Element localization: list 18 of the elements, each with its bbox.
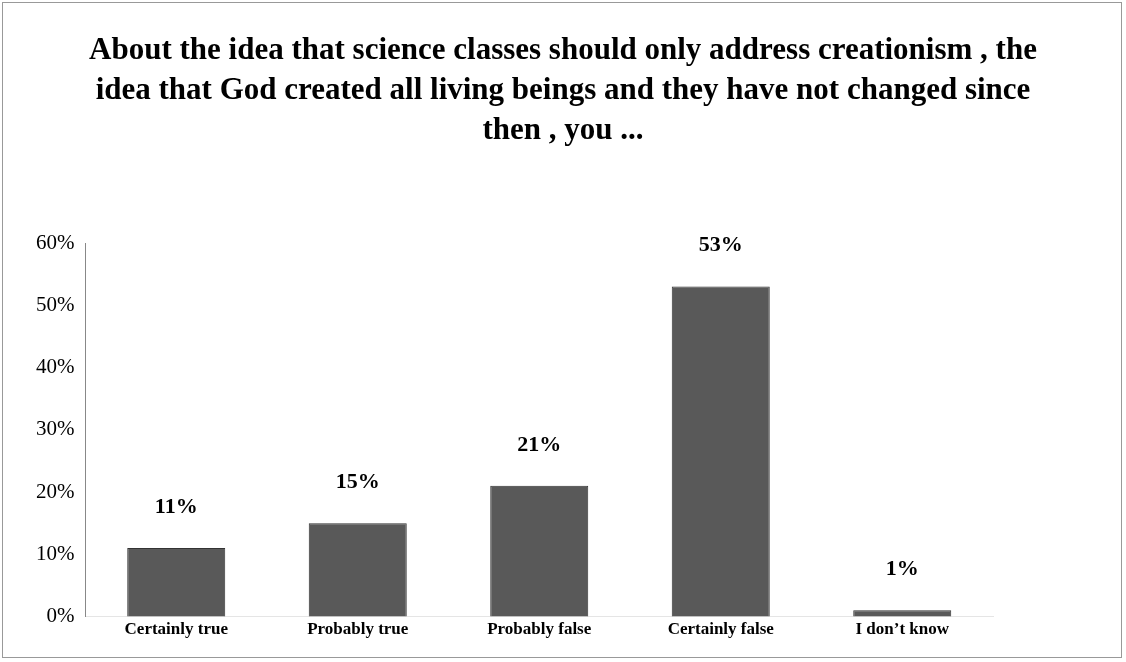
y-tick-label: 10% bbox=[35, 540, 75, 565]
chart-title: About the idea that science classes should only address creationism , the idea that God created all living beings and they have not changed since then , you ... bbox=[88, 30, 1038, 148]
y-tick-label: 40% bbox=[35, 354, 75, 379]
y-tick-label: 30% bbox=[35, 416, 75, 441]
y-tick-label: 0% bbox=[46, 603, 75, 628]
data-label: 1% bbox=[885, 555, 919, 581]
y-tick-label: 60% bbox=[35, 229, 75, 254]
data-label: 21% bbox=[517, 430, 562, 456]
x-tick-label: Certainly true bbox=[124, 619, 229, 639]
x-tick-label: Certainly false bbox=[667, 619, 775, 639]
data-label: 15% bbox=[335, 467, 380, 493]
x-tick-label: I don’t know bbox=[855, 619, 950, 639]
data-label: 53% bbox=[698, 231, 743, 257]
y-tick-label: 50% bbox=[35, 291, 75, 316]
data-label: 11% bbox=[154, 492, 198, 518]
x-tick-label: Probably true bbox=[307, 619, 409, 639]
y-tick-label: 20% bbox=[35, 478, 75, 503]
x-tick-label: Probably false bbox=[487, 619, 592, 639]
